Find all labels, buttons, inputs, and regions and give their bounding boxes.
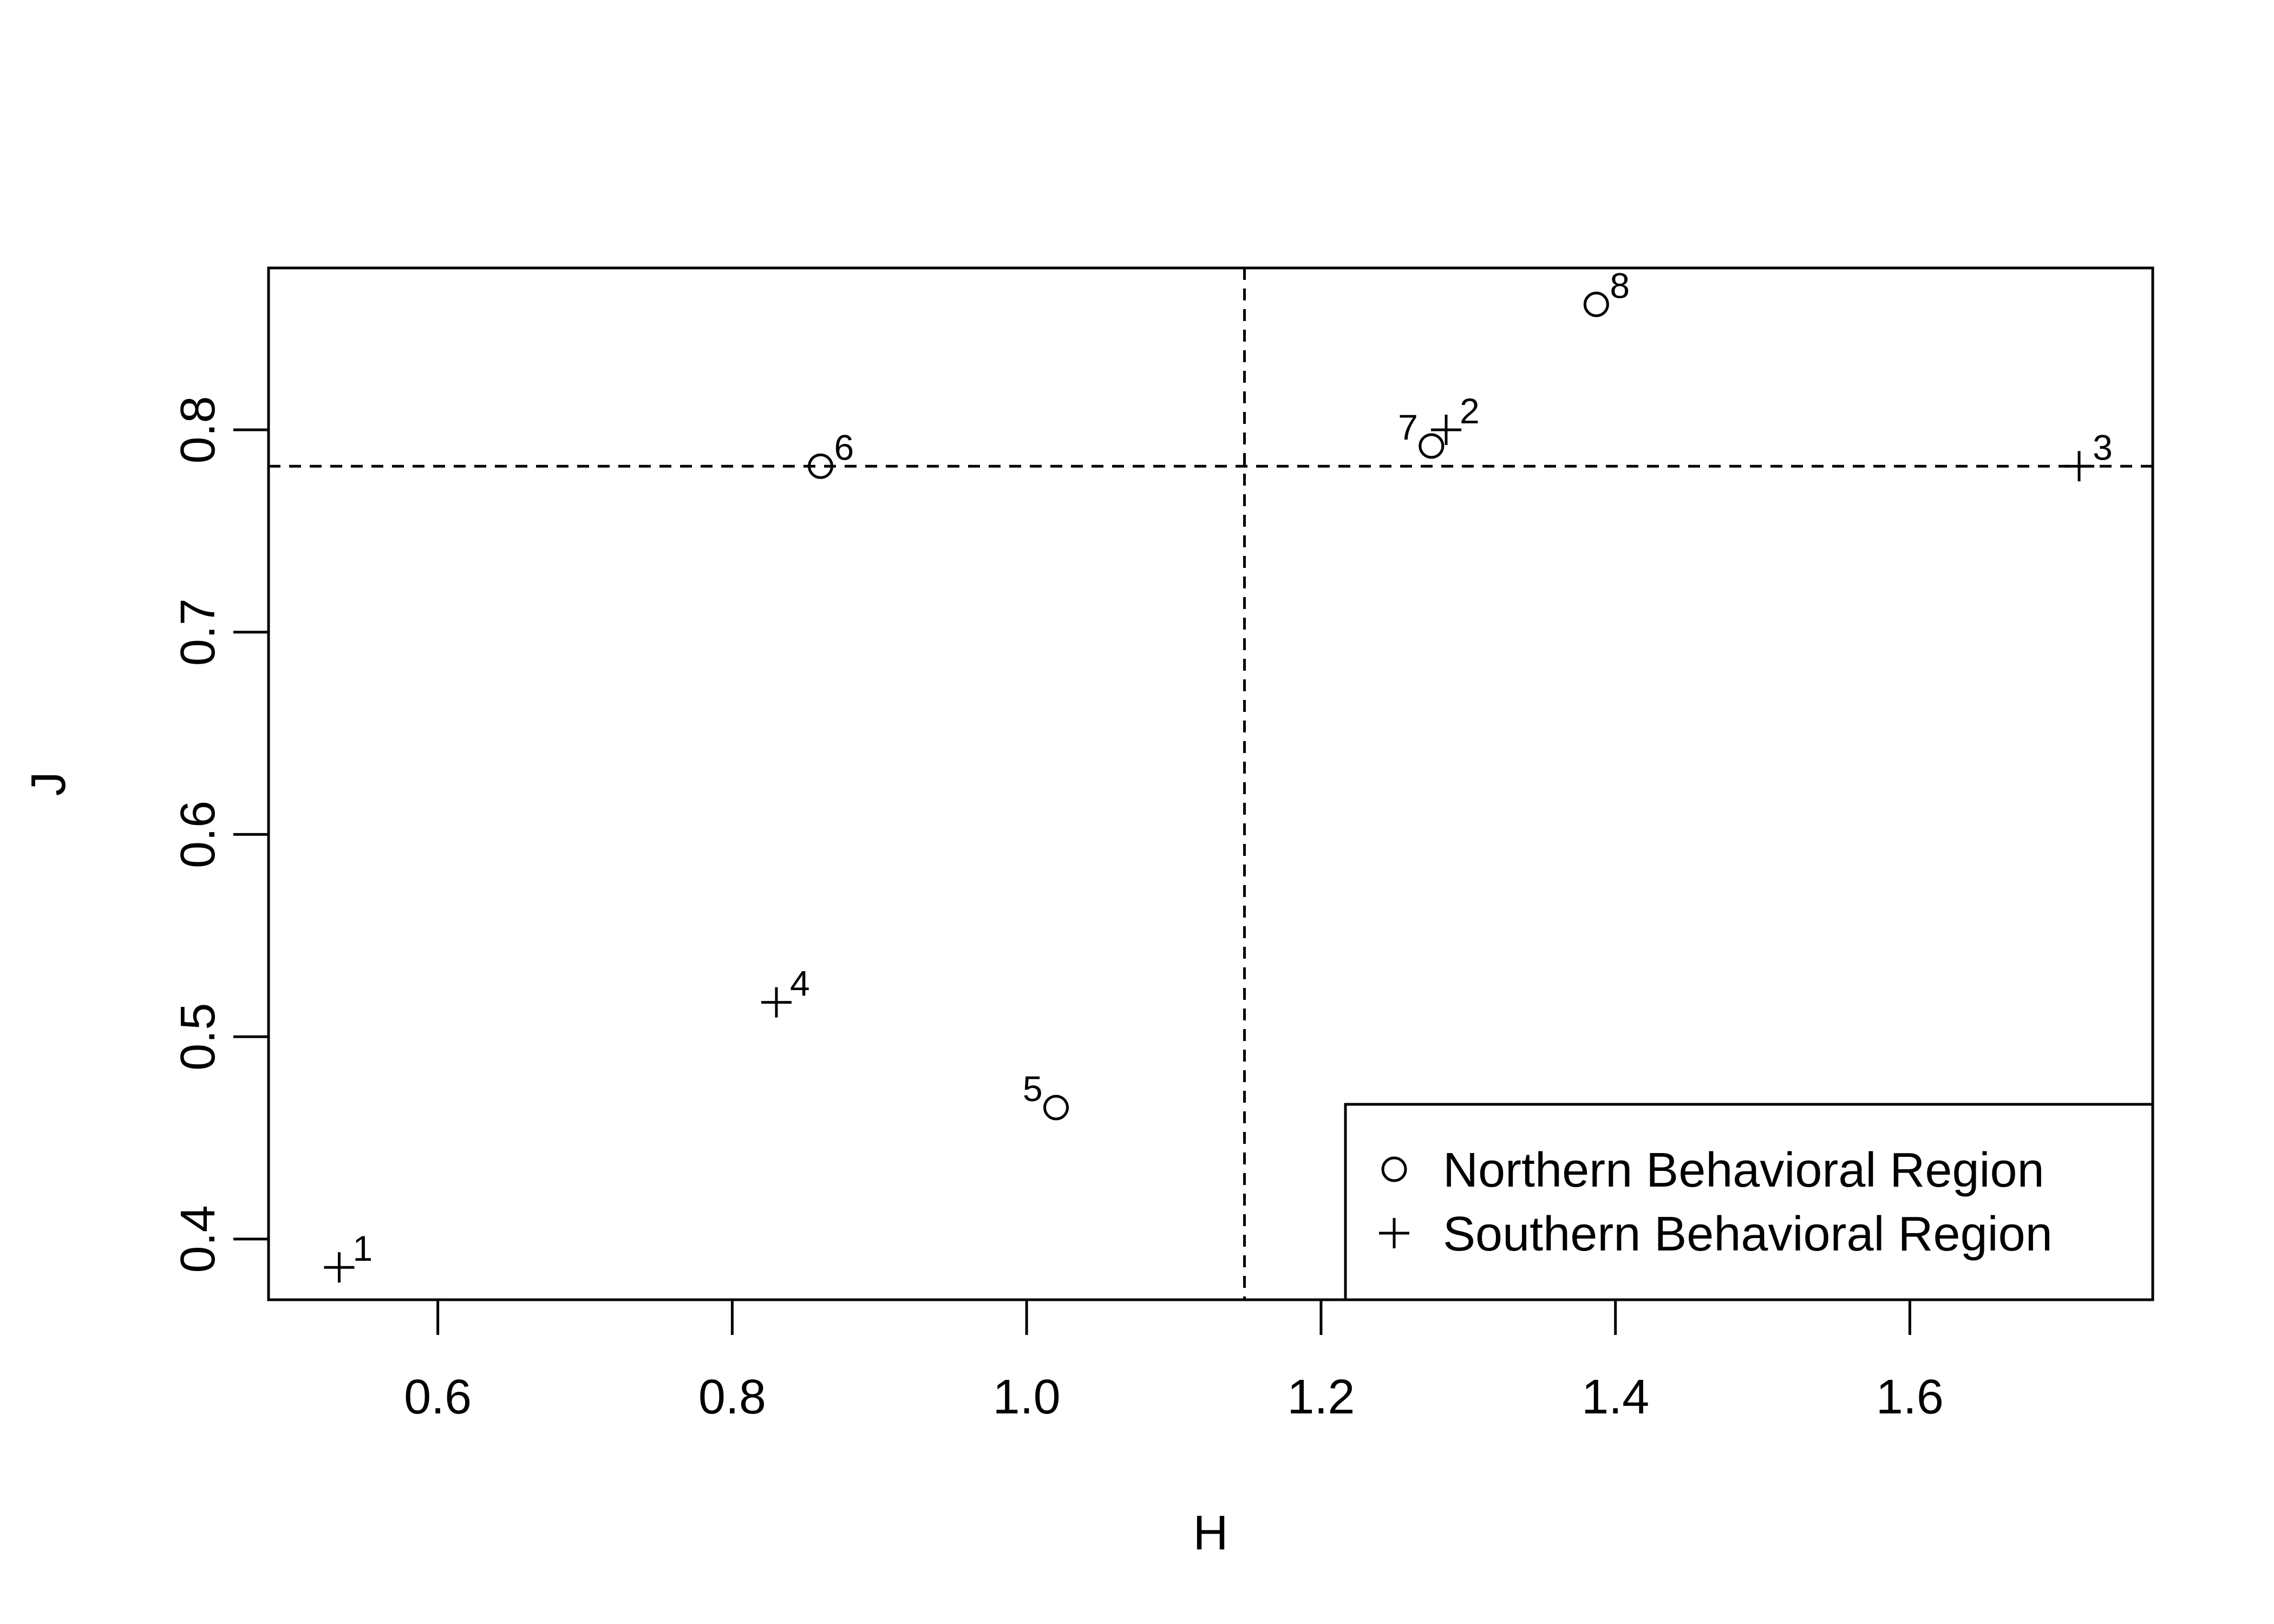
x-tick-label: 1.2 xyxy=(1287,1370,1355,1424)
data-point-circle xyxy=(1043,1095,1069,1121)
point-label: 2 xyxy=(1460,391,1480,431)
data-point-circle xyxy=(808,453,834,479)
point-label: 7 xyxy=(1398,407,1418,447)
x-tick-label: 1.0 xyxy=(993,1370,1061,1424)
y-axis-label: J xyxy=(22,772,76,796)
y-tick-label: 0.5 xyxy=(171,1003,225,1071)
point-label: 3 xyxy=(2093,427,2113,467)
x-tick-label: 1.6 xyxy=(1876,1370,1944,1424)
x-tick-label: 0.6 xyxy=(404,1370,472,1424)
point-label: 4 xyxy=(790,964,810,1004)
point-label: 5 xyxy=(1023,1069,1043,1109)
data-point-plus xyxy=(1431,414,1461,445)
data-point-plus xyxy=(761,987,792,1018)
point-label: 1 xyxy=(353,1228,373,1268)
legend-plus-icon xyxy=(1379,1218,1409,1248)
data-point-plus xyxy=(324,1252,355,1283)
legend-entry-label: Northern Behavioral Region xyxy=(1443,1143,2044,1197)
x-tick-label: 1.4 xyxy=(1582,1370,1649,1424)
y-tick-label: 0.8 xyxy=(171,396,225,463)
y-tick-label: 0.6 xyxy=(171,801,225,868)
data-points: 5 6 7 8 1 2 3 4 xyxy=(324,265,2113,1283)
legend-entry-label: Southern Behavioral Region xyxy=(1443,1207,2053,1261)
data-point-circle xyxy=(1583,291,1609,317)
y-tick-label: 0.4 xyxy=(171,1205,225,1273)
x-axis-label: H xyxy=(1193,1506,1229,1560)
data-point-plus xyxy=(2064,451,2095,482)
legend-circle-icon xyxy=(1381,1156,1407,1182)
reference-lines xyxy=(269,268,2153,1300)
point-label: 6 xyxy=(834,427,854,467)
point-label: 8 xyxy=(1610,265,1630,305)
x-tick-label: 0.8 xyxy=(698,1370,766,1424)
data-point-circle xyxy=(1419,433,1445,459)
y-tick-label: 0.7 xyxy=(171,598,225,666)
legend-box xyxy=(1344,1103,2154,1301)
plot-frame xyxy=(267,266,2154,1301)
legend: Northern Behavioral Region Southern Behav… xyxy=(1344,1103,2154,1301)
